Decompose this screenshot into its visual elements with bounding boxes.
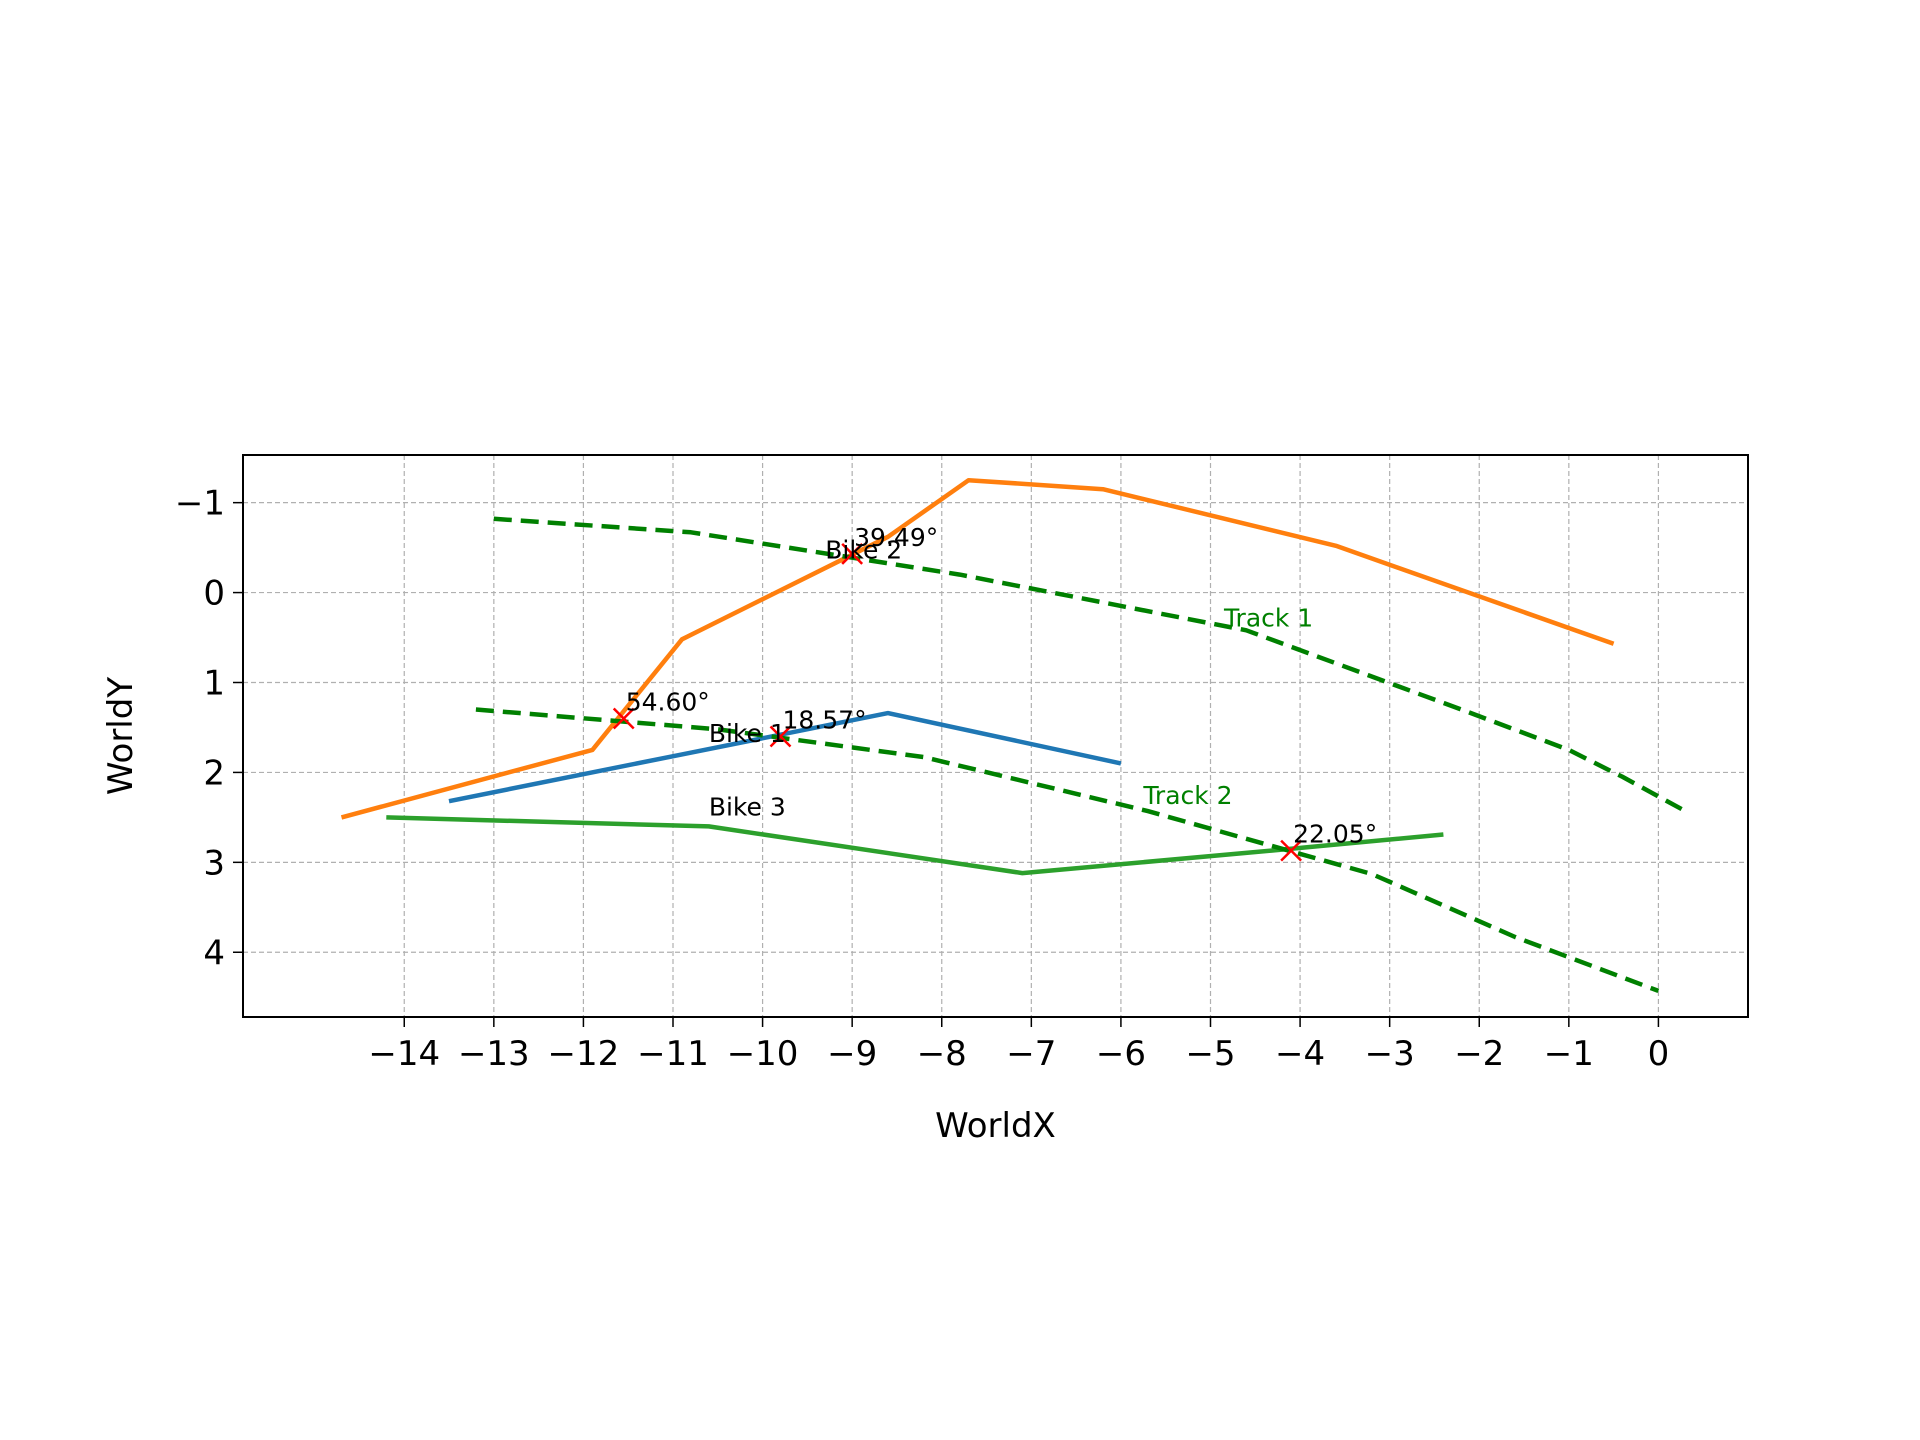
intersection-marker xyxy=(612,707,635,730)
x-tick-label: −4 xyxy=(1275,1034,1325,1074)
x-tick-label: −6 xyxy=(1096,1034,1146,1074)
y-tick-label: 4 xyxy=(203,933,225,973)
x-tick-label: −2 xyxy=(1454,1034,1504,1074)
plot-frame xyxy=(242,454,1749,1018)
series-label: Bike 2 xyxy=(825,535,902,564)
intersection-angle-label: 54.60° xyxy=(626,687,710,716)
y-tick-label: 2 xyxy=(203,753,225,793)
y-axis: −1 0 1 2 3 4 xyxy=(175,484,243,973)
marker-stroke xyxy=(841,543,864,565)
x-tick-label: −7 xyxy=(1006,1034,1056,1074)
series-label: Track 2 xyxy=(1142,781,1232,810)
y-tick-label: 1 xyxy=(203,663,225,703)
series-line-bike-2 xyxy=(340,477,1615,820)
intersection-marker xyxy=(841,543,864,565)
x-tick-label: −12 xyxy=(548,1034,620,1074)
x-tick-label: −5 xyxy=(1185,1034,1235,1074)
series-line-bike-1 xyxy=(448,710,1122,804)
x-axis-label: WorldX xyxy=(935,1106,1056,1146)
y-tick-label: −1 xyxy=(175,484,225,524)
x-tick-label: −13 xyxy=(458,1034,530,1074)
intersection-angle-label: 18.57° xyxy=(783,705,867,734)
series-labels: Bike 1 Bike 2 Bike 3 Track 1 Track 2 xyxy=(709,535,1313,821)
series-label: Track 1 xyxy=(1223,604,1313,633)
series-line-bike-3 xyxy=(386,815,1444,876)
marker-stroke xyxy=(1280,839,1303,862)
intersection-marker xyxy=(1280,839,1303,862)
series-line-track-1 xyxy=(493,516,1687,814)
marker-stroke xyxy=(612,707,635,730)
intersection-markers: 39.49° 54.60° 18.57° 22.05° xyxy=(612,523,1377,862)
y-axis-label: WorldY xyxy=(101,677,141,795)
x-tick-label: −9 xyxy=(827,1034,877,1074)
intersection-marker xyxy=(769,725,792,748)
x-tick-label: −1 xyxy=(1544,1034,1594,1074)
intersection-angle-label: 39.49° xyxy=(854,523,938,552)
x-tick-label: −8 xyxy=(917,1034,967,1074)
y-tick-label: 0 xyxy=(203,574,225,614)
series-label: Bike 3 xyxy=(709,793,786,822)
intersection-angle-label: 22.05° xyxy=(1293,820,1377,849)
x-tick-label: 0 xyxy=(1648,1034,1670,1074)
series-layer xyxy=(340,477,1687,994)
x-tick-label: −3 xyxy=(1365,1034,1415,1074)
x-tick-label: −10 xyxy=(727,1034,799,1074)
series-line-track-2 xyxy=(475,707,1660,994)
x-tick-label: −11 xyxy=(637,1034,709,1074)
x-tick-label: −14 xyxy=(368,1034,440,1074)
marker-stroke xyxy=(769,725,792,748)
y-tick-label: 3 xyxy=(203,843,225,883)
x-axis: −14 −13 −12 −11 −10 −9 −8 −7 −6 −5 −4 −3 −2 −1 0 xyxy=(368,1017,1669,1074)
series-label: Bike 1 xyxy=(709,719,786,748)
